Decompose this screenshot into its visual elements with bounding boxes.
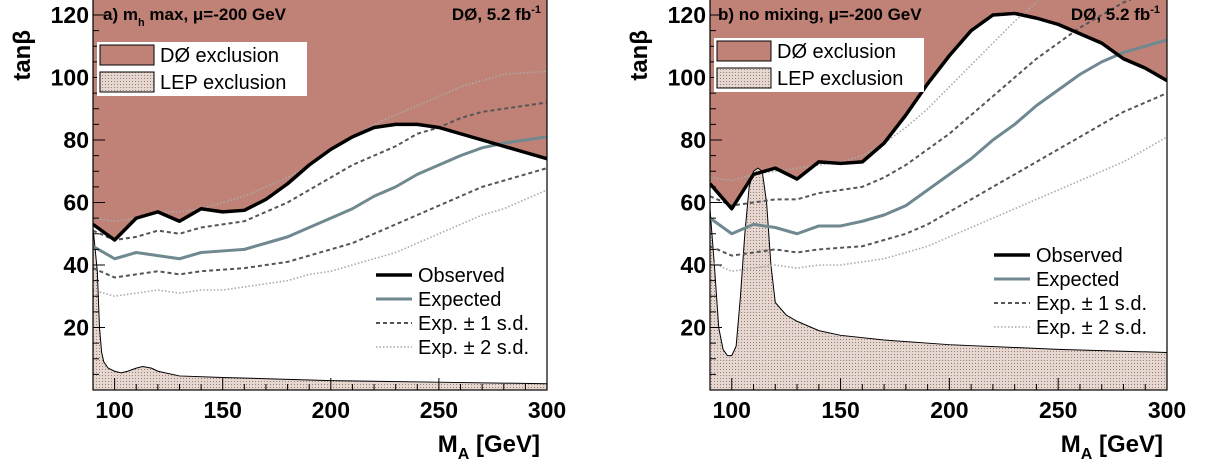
panel-a-mhmax: 100 150 200 250 300 20 40 60 80 100 120 tanβ MA [GeV… bbox=[9, 0, 566, 463]
x-axis-title-main: M bbox=[438, 431, 458, 458]
exp-2sd-lower-line bbox=[710, 136, 1167, 273]
x-tick-label: 150 bbox=[821, 397, 859, 423]
x-tick-label: 250 bbox=[420, 397, 458, 423]
exp-1sd-lower-line bbox=[93, 167, 547, 279]
panel-label-main: b) no mixing, μ=-200 GeV bbox=[718, 5, 922, 24]
panel-b-no-mixing: 100 150 200 250 300 20 40 60 80 100 120 tanβ MA [GeV… bbox=[626, 0, 1186, 463]
y-tick-label: 100 bbox=[668, 65, 706, 91]
x-tick-label: 100 bbox=[713, 397, 751, 423]
plot-frame bbox=[92, 0, 548, 391]
experiment-label: DØ, 5.2 fb-1 bbox=[1071, 4, 1160, 24]
x-tick-label: 100 bbox=[95, 397, 133, 423]
legend-swatch-d0 bbox=[99, 44, 155, 66]
x-axis-title: MA [GeV] bbox=[438, 431, 540, 463]
exp-1sd-upper-line bbox=[710, 0, 1132, 207]
panel-label-sub: h bbox=[138, 17, 145, 29]
y-axis-title: tanβ bbox=[9, 30, 36, 81]
legend-swatch-d0 bbox=[716, 40, 772, 62]
y-axis-title: tanβ bbox=[626, 30, 653, 81]
x-tick-label: 200 bbox=[312, 397, 350, 423]
legend-entry-expected: Expected bbox=[1036, 269, 1119, 291]
exp-2sd-upper-line bbox=[93, 70, 547, 223]
panel-label-main: a) m bbox=[103, 5, 138, 24]
legend-entry-observed: Observed bbox=[418, 265, 505, 287]
x-axis-title-sub: A bbox=[458, 446, 470, 463]
lep-exclusion-region bbox=[93, 227, 547, 390]
x-tick-label: 300 bbox=[528, 397, 566, 423]
legend-entry-d0: DØ exclusion bbox=[160, 45, 279, 67]
x-axis-title: MA [GeV] bbox=[1061, 431, 1163, 463]
y-tick-label: 40 bbox=[63, 252, 89, 278]
legend-swatch-lep bbox=[99, 71, 155, 93]
panel-label: b) no mixing, μ=-200 GeV bbox=[718, 5, 922, 24]
x-axis-title-main: M bbox=[1061, 431, 1081, 458]
exp-1sd-upper-line bbox=[93, 101, 547, 241]
exp-1sd-lower-line bbox=[710, 92, 1167, 257]
legend-entry-lep: LEP exclusion bbox=[160, 72, 286, 94]
panel-label: a) mh max, μ=-200 GeV bbox=[103, 5, 287, 29]
y-tick-label: 60 bbox=[63, 190, 89, 216]
experiment-label-sup: -1 bbox=[1150, 4, 1160, 16]
legend-entry-1sd: Exp. ± 1 s.d. bbox=[418, 313, 529, 335]
legend-entry-expected: Expected bbox=[418, 289, 501, 311]
legend-entry-2sd: Exp. ± 2 s.d. bbox=[1036, 317, 1147, 339]
y-tick-label: 20 bbox=[63, 315, 89, 341]
x-tick-label: 200 bbox=[930, 397, 968, 423]
y-tick-label: 120 bbox=[668, 2, 706, 28]
exp-2sd-lower-line bbox=[93, 189, 547, 298]
exp-2sd-upper-line bbox=[710, 0, 1041, 182]
x-axis-title-rest: [GeV] bbox=[469, 431, 540, 458]
expected-line bbox=[93, 135, 547, 261]
y-tick-label: 20 bbox=[680, 315, 706, 341]
expected-line bbox=[710, 38, 1167, 236]
x-tick-label: 150 bbox=[204, 397, 242, 423]
y-tick-label: 80 bbox=[680, 127, 706, 153]
legend-entry-1sd: Exp. ± 1 s.d. bbox=[1036, 293, 1147, 315]
y-tick-label: 60 bbox=[680, 190, 706, 216]
observed-line bbox=[710, 11, 1167, 211]
x-tick-label: 250 bbox=[1039, 397, 1077, 423]
d0-exclusion-region bbox=[710, 0, 1167, 209]
legend-entry-lep: LEP exclusion bbox=[777, 68, 903, 90]
experiment-label-main: DØ, 5.2 fb bbox=[1071, 5, 1150, 24]
legend-swatch-lep bbox=[716, 67, 772, 89]
legend-entry-d0: DØ exclusion bbox=[777, 41, 896, 63]
legend-exclusion: DØ exclusion LEP exclusion bbox=[714, 38, 924, 92]
x-axis-title-sub: A bbox=[1081, 446, 1093, 463]
legend-entry-2sd: Exp. ± 2 s.d. bbox=[418, 337, 529, 359]
experiment-label-main: DØ, 5.2 fb bbox=[452, 5, 531, 24]
legend-exclusion: DØ exclusion LEP exclusion bbox=[97, 42, 307, 96]
x-axis-title-rest: [GeV] bbox=[1092, 431, 1163, 458]
panel-label-rest: max, μ=-200 GeV bbox=[145, 5, 287, 24]
plot-frame bbox=[709, 0, 1168, 391]
y-tick-label: 80 bbox=[63, 127, 89, 153]
experiment-label: DØ, 5.2 fb-1 bbox=[452, 4, 541, 24]
y-tick-label: 40 bbox=[680, 252, 706, 278]
y-tick-label: 100 bbox=[51, 65, 89, 91]
legend-entry-observed: Observed bbox=[1036, 245, 1123, 267]
d0-exclusion-region bbox=[93, 0, 547, 240]
observed-line bbox=[93, 122, 547, 242]
x-tick-label: 300 bbox=[1148, 397, 1186, 423]
experiment-label-sup: -1 bbox=[531, 4, 541, 16]
y-tick-label: 120 bbox=[51, 2, 89, 28]
